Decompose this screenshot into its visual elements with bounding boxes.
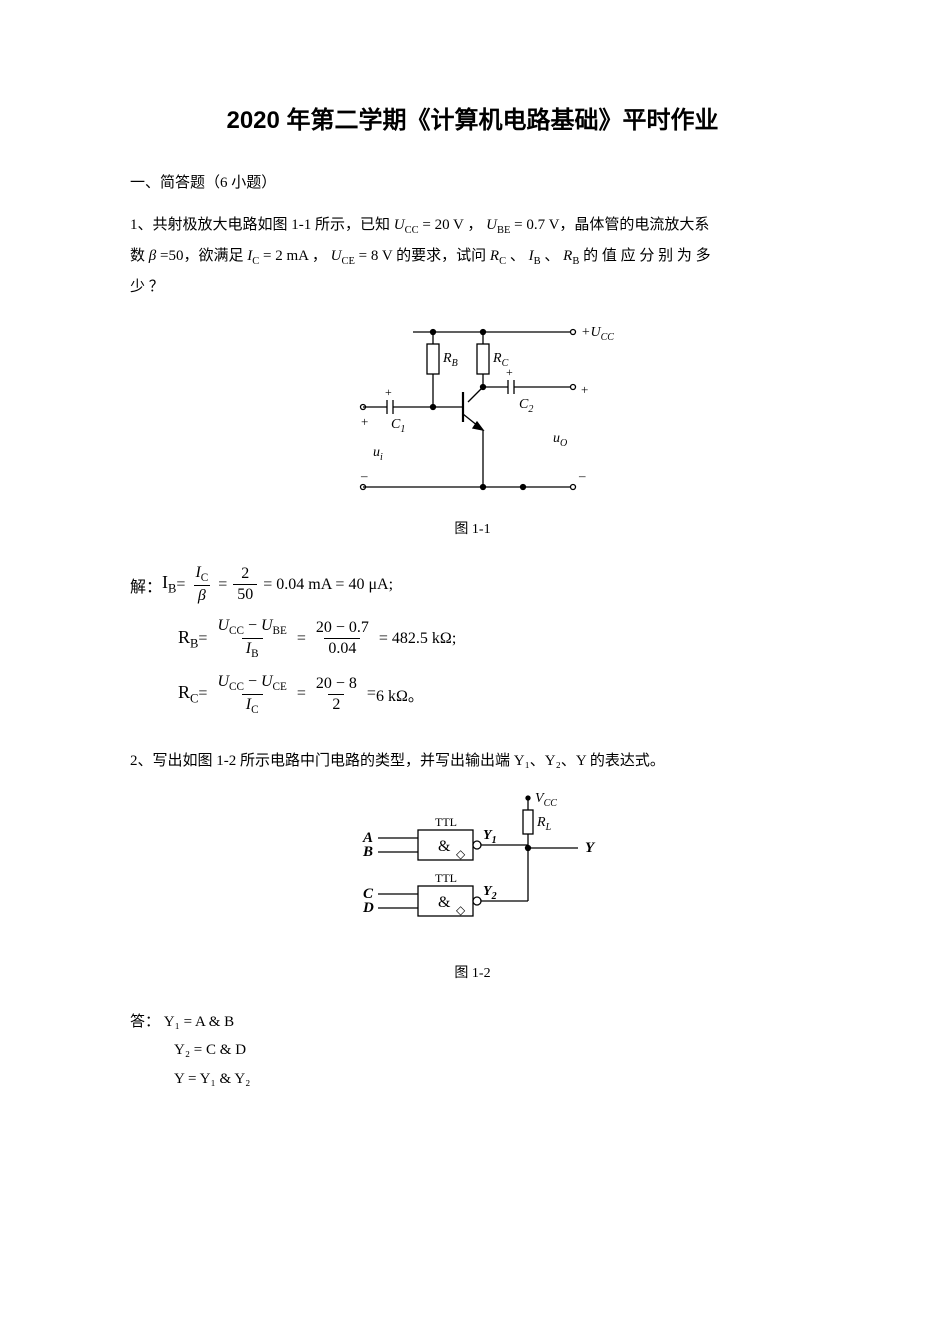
svg-text:&: & <box>438 894 451 911</box>
svg-text:+UCC: +UCC <box>581 325 614 343</box>
svg-text:ui: ui <box>373 445 383 463</box>
sym-Uce: UCE <box>331 248 355 264</box>
frac-2-50: 2 50 <box>233 565 257 604</box>
figure-1-2: VCC RL TTL & ◇ A B Y1 TTL <box>130 786 815 956</box>
svg-text:◇: ◇ <box>456 903 466 917</box>
section-header: 一、简答题（6 小题） <box>130 171 815 192</box>
ans2-l3: Y = Y₁ & Y₂ <box>130 1071 250 1087</box>
page-title: 2020 年第二学期《计算机电路基础》平时作业 <box>130 100 815 135</box>
figure-1-1-caption: 图 1-1 <box>130 518 815 538</box>
svg-text:+: + <box>581 382 588 397</box>
frac-RB-sym: UCC − UBE IB <box>213 617 290 660</box>
svg-text:C2: C2 <box>519 397 533 415</box>
RC-result: 6 kΩ。 <box>376 682 424 706</box>
val-Uce: = 8 V 的要求，试问 <box>359 248 490 264</box>
sym-Rc: RC <box>490 248 506 264</box>
RB-result: = 482.5 kΩ; <box>379 630 456 648</box>
circuit-diagram-2: VCC RL TTL & ◇ A B Y1 TTL <box>323 786 623 956</box>
val-Ube: = 0.7 V，晶体管的电流放大系 <box>514 217 709 233</box>
eq-RB: RB = UCC − UBE IB = 20 − 0.7 0.04 = 482.… <box>130 617 815 660</box>
sym-Ucc: UCC <box>394 217 419 233</box>
frac-RC-sym: UCC − UCE IC <box>213 673 290 716</box>
sol-prefix: 解： <box>130 573 162 597</box>
frac-RC-num: 20 − 8 2 <box>312 675 361 714</box>
svg-text:TTL: TTL <box>435 815 457 829</box>
figure-1-1: +UCC RB RC + <box>130 312 815 512</box>
page: 2020 年第二学期《计算机电路基础》平时作业 一、简答题（6 小题） 1、共射… <box>0 0 945 1153</box>
RB-lhs: RB <box>178 627 198 652</box>
sep1: 、 <box>510 248 525 264</box>
svg-text:Y1: Y1 <box>483 828 497 846</box>
svg-text:TTL: TTL <box>435 871 457 885</box>
sym-beta: β <box>149 248 156 264</box>
q1-tail: 的 值 应 分 别 为 多 <box>583 248 711 264</box>
figure-1-2-caption: 图 1-2 <box>130 962 815 982</box>
answer-2: 答： Y₁ = A & B Y₂ = C & D Y = Y₁ & Y₂ <box>130 1008 815 1094</box>
svg-text:&: & <box>438 838 451 855</box>
q1-line3: 少 ？ <box>130 279 164 295</box>
q1-text: 1、共射极放大电路如图 1-1 所示，已知 <box>130 217 390 233</box>
svg-text:D: D <box>362 900 374 916</box>
eq-IB: 解： IB = IC β = 2 50 = 0.04 mA = 40 μA; <box>130 564 815 605</box>
question-2: 2、写出如图 1-2 所示电路中门电路的类型，并写出输出端 Y₁、Y₂、Y 的表… <box>130 746 815 776</box>
sep2: 、 <box>544 248 559 264</box>
circuit-diagram-1: +UCC RB RC + <box>323 312 623 512</box>
sym-Ib: IB <box>529 248 541 264</box>
ans-prefix: 答： <box>130 1014 160 1030</box>
sym-Rb: RB <box>563 248 579 264</box>
svg-text:+: + <box>385 385 392 399</box>
eq-RC: RC = UCC − UCE IC = 20 − 8 2 = 6 kΩ。 <box>130 673 815 716</box>
svg-text:–: – <box>578 468 586 483</box>
svg-text:+: + <box>506 365 513 379</box>
frac-Ic-beta: IC β <box>191 564 212 605</box>
sym-Ic: IC <box>247 248 259 264</box>
IB-lhs: IB <box>162 572 176 597</box>
RC-lhs: RC <box>178 682 198 707</box>
svg-text:uO: uO <box>553 431 567 449</box>
svg-text:◇: ◇ <box>456 847 466 861</box>
q1-line2a: 数 <box>130 248 149 264</box>
svg-text:RB: RB <box>442 351 458 369</box>
val-Ic: = 2 mA ， <box>263 248 327 264</box>
svg-text:–: – <box>360 468 368 483</box>
ans2-l1: Y₁ = A & B <box>164 1014 234 1030</box>
val-beta: =50，欲满足 <box>160 248 247 264</box>
svg-text:RL: RL <box>536 815 552 833</box>
val-Ucc: = 20 V ， <box>422 217 482 233</box>
frac-RB-num: 20 − 0.7 0.04 <box>312 619 373 658</box>
svg-text:B: B <box>362 844 373 860</box>
sym-Ube: UBE <box>486 217 510 233</box>
svg-text:+: + <box>361 414 368 429</box>
svg-text:VCC: VCC <box>535 791 557 809</box>
question-1: 1、共射极放大电路如图 1-1 所示，已知 UCC = 20 V ， UBE =… <box>130 210 815 302</box>
svg-text:Y2: Y2 <box>483 884 497 902</box>
ans2-l2: Y₂ = C & D <box>130 1042 246 1058</box>
IB-result: = 0.04 mA = 40 μA; <box>263 576 393 594</box>
solution-1: 解： IB = IC β = 2 50 = 0.04 mA = 40 μA; R… <box>130 564 815 716</box>
svg-text:Y: Y <box>585 840 596 856</box>
svg-text:C1: C1 <box>391 417 405 435</box>
